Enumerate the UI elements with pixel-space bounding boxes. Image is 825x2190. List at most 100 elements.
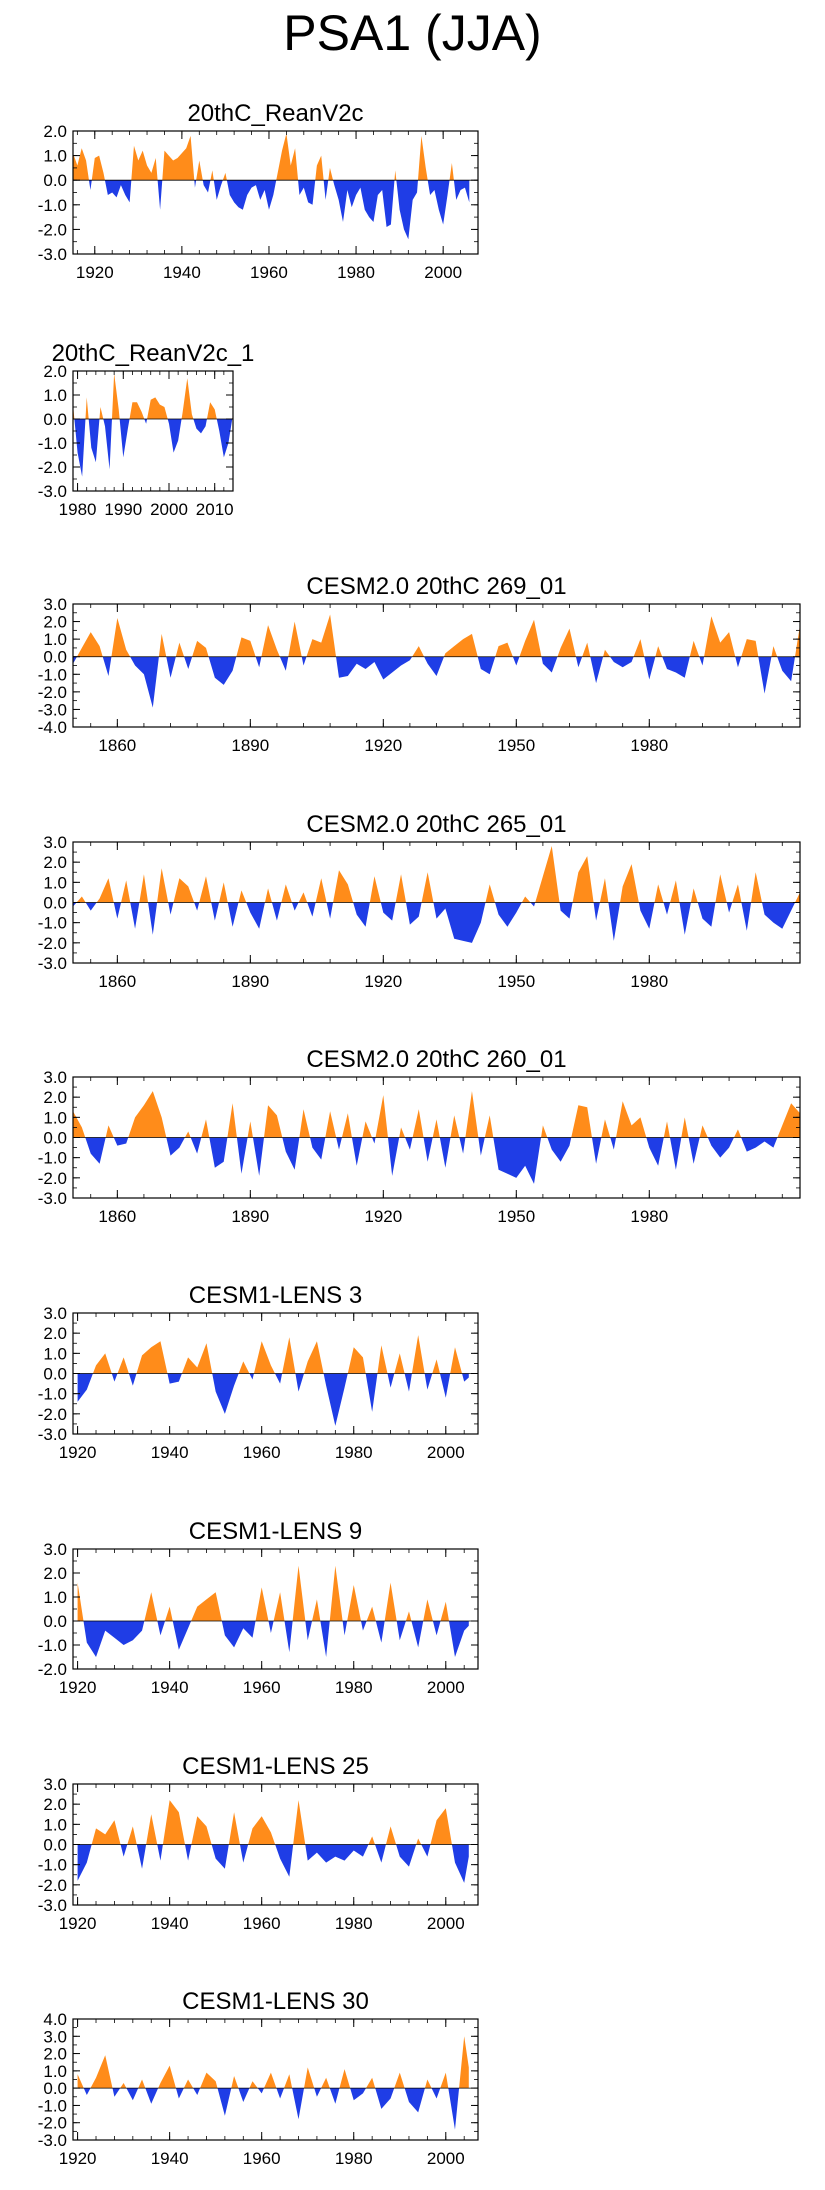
y-tick-label: 1.0 <box>43 147 67 166</box>
x-tick-label: 1960 <box>243 2149 281 2168</box>
y-tick-label: -2.0 <box>38 1169 67 1188</box>
y-tick-label: 3.0 <box>43 833 67 852</box>
y-tick-label: -1.0 <box>38 1636 67 1655</box>
y-tick-label: 2.0 <box>43 853 67 872</box>
x-tick-label: 1980 <box>630 1207 668 1226</box>
y-tick-label: 2.0 <box>43 1564 67 1583</box>
positive-area <box>77 1800 469 1845</box>
y-tick-label: 3.0 <box>43 1540 67 1559</box>
plot-frame <box>72 1548 479 1670</box>
negative-area <box>73 1137 800 1184</box>
x-tick-label: 1920 <box>76 263 114 282</box>
y-tick-label: 3.0 <box>43 1068 67 1087</box>
y-tick-label: -2.0 <box>38 683 67 702</box>
x-tick-label: 1940 <box>151 1443 189 1462</box>
positive-area <box>73 373 233 419</box>
y-tick-label: -4.0 <box>38 718 67 737</box>
panel-title: CESM1-LENS 3 <box>189 1282 362 1309</box>
negative-area <box>77 2088 469 2130</box>
negative-area <box>73 180 470 240</box>
y-tick-label: 1.0 <box>43 1815 67 1834</box>
x-tick-label: 1950 <box>497 736 535 755</box>
positive-area <box>73 133 470 181</box>
negative-area <box>73 656 800 708</box>
x-tick-label: 1920 <box>59 1443 97 1462</box>
y-tick-label: -2.0 <box>38 1660 67 1679</box>
y-tick-label: -3.0 <box>38 954 67 973</box>
y-tick-label: -1.0 <box>38 2096 67 2115</box>
y-tick-label: 2.0 <box>43 2045 67 2064</box>
panel-cesm2-0-20thc-260-01: 3.02.01.0 0.0-1.0-2.0-3.0 1860 1890 1920 1950… <box>38 1046 801 1226</box>
x-tick-label: 1890 <box>231 972 269 991</box>
panel-title: CESM2.0 20thC 260_01 <box>306 1046 566 1073</box>
y-tick-label: 1.0 <box>43 630 67 649</box>
x-tick-label: 1940 <box>151 1678 189 1697</box>
y-tick-label: 3.0 <box>43 1775 67 1794</box>
x-tick-label: 1940 <box>151 2149 189 2168</box>
positive-area <box>73 1091 800 1138</box>
y-tick-label: 3.0 <box>43 1304 67 1323</box>
y-tick-label: 0.0 <box>43 648 67 667</box>
x-tick-label: 1980 <box>337 263 375 282</box>
y-tick-label: -3.0 <box>38 245 67 264</box>
y-tick-label: 2.0 <box>43 1088 67 1107</box>
y-tick-label: -1.0 <box>38 665 67 684</box>
x-tick-label: 1960 <box>243 1914 281 1933</box>
panel-title: CESM1-LENS 9 <box>189 1518 362 1545</box>
x-tick-label: 2010 <box>196 500 234 519</box>
y-tick-label: -1.0 <box>38 196 67 215</box>
x-tick-label: 1950 <box>497 972 535 991</box>
x-tick-label: 1860 <box>98 1207 136 1226</box>
panel-title: 20thC_ReanV2c_1 <box>52 340 255 367</box>
negative-area <box>77 1373 469 1426</box>
y-tick-label: 0.0 <box>43 1129 67 1148</box>
x-tick-label: 1980 <box>335 1914 373 1933</box>
negative-area <box>73 902 800 943</box>
x-tick-label: 1920 <box>364 972 402 991</box>
y-tick-label: -3.0 <box>38 1189 67 1208</box>
x-tick-label: 2000 <box>427 1443 465 1462</box>
x-tick-label: 1920 <box>59 2149 97 2168</box>
y-tick-label: 2.0 <box>43 362 67 381</box>
y-tick-label: 1.0 <box>43 1344 67 1363</box>
x-tick-label: 1890 <box>231 1207 269 1226</box>
y-tick-label: 0.0 <box>43 1612 67 1631</box>
panel-title: 20thC_ReanV2c <box>187 100 363 127</box>
positive-area <box>77 1335 469 1374</box>
y-tick-label: -2.0 <box>38 1876 67 1895</box>
y-tick-label: 1.0 <box>43 2062 67 2081</box>
y-tick-label: -2.0 <box>38 220 67 239</box>
y-tick-label: -2.0 <box>38 1405 67 1424</box>
x-tick-label: 1950 <box>497 1207 535 1226</box>
y-tick-label: 0.0 <box>43 894 67 913</box>
y-tick-label: -2.0 <box>38 934 67 953</box>
x-tick-label: 1940 <box>151 1914 189 1933</box>
y-tick-label: -3.0 <box>38 700 67 719</box>
negative-area <box>77 1621 469 1657</box>
y-tick-label: -1.0 <box>38 434 67 453</box>
x-tick-label: 1960 <box>243 1678 281 1697</box>
panel-cesm2-0-20thc-265-01: 3.02.01.0 0.0-1.0-2.0-3.0 1860 1890 1920 1950… <box>38 811 801 991</box>
y-tick-label: 1.0 <box>43 873 67 892</box>
y-tick-label: 1.0 <box>43 386 67 405</box>
x-tick-label: 1980 <box>335 1678 373 1697</box>
y-tick-label: 2.0 <box>43 1795 67 1814</box>
y-tick-label: -1.0 <box>38 1385 67 1404</box>
x-tick-label: 2000 <box>427 1678 465 1697</box>
positive-area <box>73 846 800 903</box>
positive-area <box>77 2036 469 2089</box>
y-tick-label: -3.0 <box>38 1896 67 1915</box>
y-tick-label: -3.0 <box>38 482 67 501</box>
x-tick-label: 1980 <box>630 972 668 991</box>
x-tick-label: 1940 <box>163 263 201 282</box>
x-tick-label: 1920 <box>364 1207 402 1226</box>
y-tick-label: 4.0 <box>43 2010 67 2029</box>
y-tick-label: -1.0 <box>38 1856 67 1875</box>
x-tick-label: 1920 <box>364 736 402 755</box>
